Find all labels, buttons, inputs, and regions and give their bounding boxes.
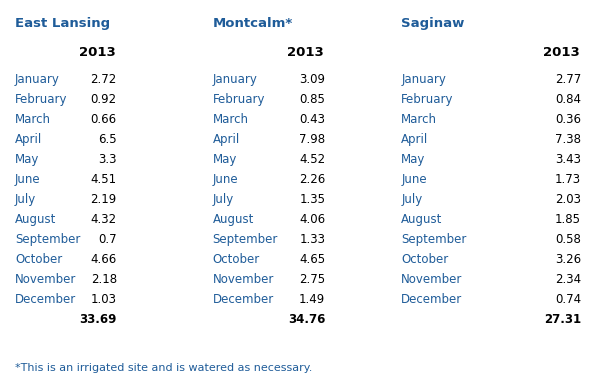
Text: 3.26: 3.26 xyxy=(555,253,581,266)
Text: 3.3: 3.3 xyxy=(98,153,117,166)
Text: February: February xyxy=(213,93,265,106)
Text: November: November xyxy=(15,273,76,286)
Text: 4.66: 4.66 xyxy=(90,253,117,266)
Text: 2.18: 2.18 xyxy=(90,273,117,286)
Text: September: September xyxy=(213,233,278,246)
Text: December: December xyxy=(213,293,274,306)
Text: 0.43: 0.43 xyxy=(300,113,325,126)
Text: Saginaw: Saginaw xyxy=(401,17,465,30)
Text: March: March xyxy=(401,113,437,126)
Text: 2.75: 2.75 xyxy=(299,273,325,286)
Text: 0.58: 0.58 xyxy=(555,233,581,246)
Text: December: December xyxy=(401,293,462,306)
Text: June: June xyxy=(401,173,427,186)
Text: 3.43: 3.43 xyxy=(555,153,581,166)
Text: 0.36: 0.36 xyxy=(555,113,581,126)
Text: 0.74: 0.74 xyxy=(555,293,581,306)
Text: 4.32: 4.32 xyxy=(90,213,117,226)
Text: 4.06: 4.06 xyxy=(299,213,325,226)
Text: 33.69: 33.69 xyxy=(80,313,117,326)
Text: 2.19: 2.19 xyxy=(90,193,117,206)
Text: 0.92: 0.92 xyxy=(90,93,117,106)
Text: January: January xyxy=(15,73,60,86)
Text: 2013: 2013 xyxy=(288,46,324,59)
Text: September: September xyxy=(401,233,467,246)
Text: April: April xyxy=(213,133,240,146)
Text: 2.77: 2.77 xyxy=(555,73,581,86)
Text: July: July xyxy=(213,193,234,206)
Text: February: February xyxy=(401,93,454,106)
Text: 2013: 2013 xyxy=(543,46,580,59)
Text: 1.35: 1.35 xyxy=(300,193,325,206)
Text: August: August xyxy=(213,213,254,226)
Text: May: May xyxy=(213,153,237,166)
Text: April: April xyxy=(401,133,428,146)
Text: 0.66: 0.66 xyxy=(90,113,117,126)
Text: May: May xyxy=(401,153,426,166)
Text: 27.31: 27.31 xyxy=(544,313,581,326)
Text: July: July xyxy=(401,193,422,206)
Text: 2.26: 2.26 xyxy=(299,173,325,186)
Text: 3.09: 3.09 xyxy=(300,73,325,86)
Text: 2.34: 2.34 xyxy=(555,273,581,286)
Text: August: August xyxy=(401,213,443,226)
Text: East Lansing: East Lansing xyxy=(15,17,110,30)
Text: 34.76: 34.76 xyxy=(288,313,325,326)
Text: December: December xyxy=(15,293,76,306)
Text: 1.33: 1.33 xyxy=(300,233,325,246)
Text: May: May xyxy=(15,153,40,166)
Text: April: April xyxy=(15,133,42,146)
Text: 4.52: 4.52 xyxy=(299,153,325,166)
Text: March: March xyxy=(15,113,51,126)
Text: 2.03: 2.03 xyxy=(555,193,581,206)
Text: Montcalm*: Montcalm* xyxy=(213,17,293,30)
Text: 1.03: 1.03 xyxy=(91,293,117,306)
Text: 7.38: 7.38 xyxy=(555,133,581,146)
Text: February: February xyxy=(15,93,68,106)
Text: November: November xyxy=(213,273,274,286)
Text: June: June xyxy=(213,173,238,186)
Text: 4.65: 4.65 xyxy=(299,253,325,266)
Text: March: March xyxy=(213,113,249,126)
Text: October: October xyxy=(401,253,449,266)
Text: 1.49: 1.49 xyxy=(299,293,325,306)
Text: *This is an irrigated site and is watered as necessary.: *This is an irrigated site and is watere… xyxy=(15,363,312,373)
Text: 2013: 2013 xyxy=(79,46,116,59)
Text: 2.72: 2.72 xyxy=(90,73,117,86)
Text: January: January xyxy=(401,73,446,86)
Text: November: November xyxy=(401,273,462,286)
Text: October: October xyxy=(213,253,260,266)
Text: July: July xyxy=(15,193,36,206)
Text: 0.84: 0.84 xyxy=(555,93,581,106)
Text: August: August xyxy=(15,213,56,226)
Text: October: October xyxy=(15,253,62,266)
Text: 4.51: 4.51 xyxy=(90,173,117,186)
Text: 6.5: 6.5 xyxy=(98,133,117,146)
Text: 1.85: 1.85 xyxy=(555,213,581,226)
Text: 7.98: 7.98 xyxy=(299,133,325,146)
Text: 1.73: 1.73 xyxy=(555,173,581,186)
Text: June: June xyxy=(15,173,41,186)
Text: 0.7: 0.7 xyxy=(98,233,117,246)
Text: January: January xyxy=(213,73,258,86)
Text: September: September xyxy=(15,233,80,246)
Text: 0.85: 0.85 xyxy=(300,93,325,106)
